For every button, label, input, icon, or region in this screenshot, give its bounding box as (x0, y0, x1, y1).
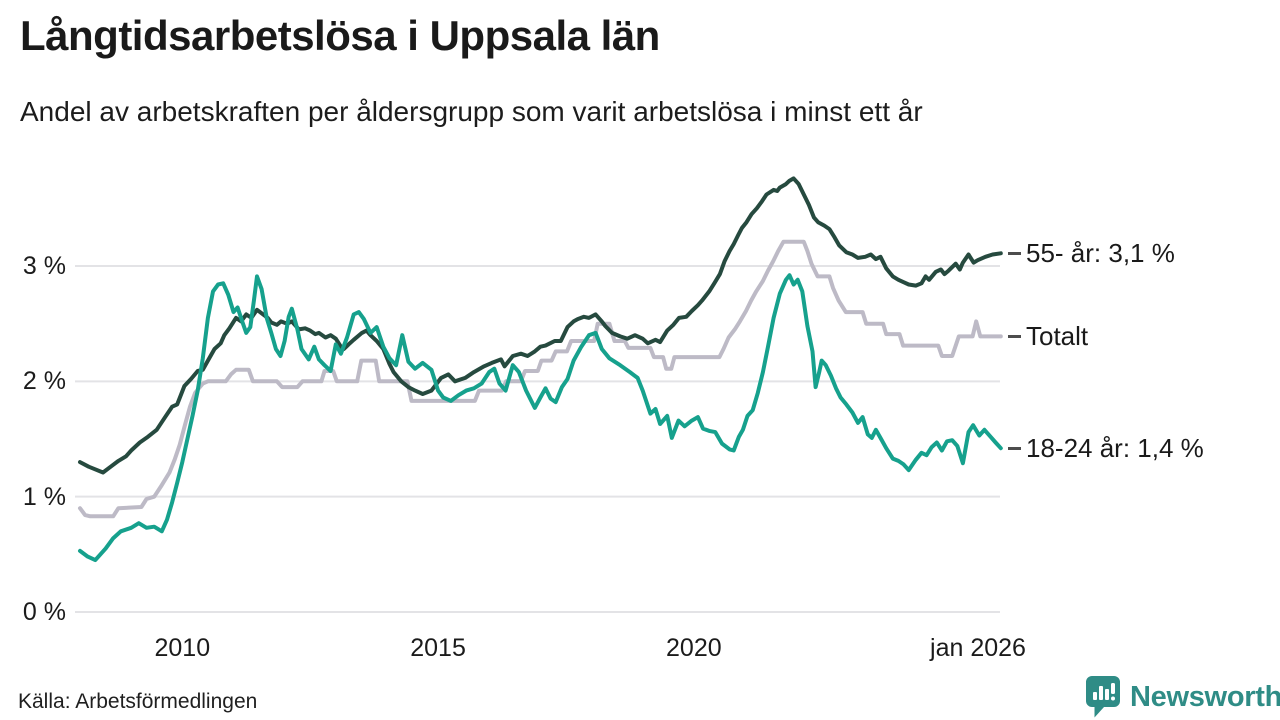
series-line-18-24-r (78, 273, 1003, 563)
series-label-55-ar: 55- år: 3,1 % (1008, 237, 1175, 269)
y-axis-tick-label: 0 % (22, 598, 66, 626)
newsworthy-logo-text: Newsworthy (1130, 680, 1280, 713)
y-axis-tick-label: 2 % (22, 367, 66, 396)
y-axis-tick-label: 1 % (22, 482, 66, 511)
x-axis-tick-label: jan 2026 (930, 634, 1026, 662)
source-note: Källa: Arbetsförmedlingen (18, 690, 258, 713)
series-line-totalt (78, 239, 1003, 519)
chart-subtitle: Andel av arbetskraften per åldersgrupp s… (20, 96, 923, 127)
x-axis-tick-label: 2020 (666, 634, 722, 662)
series-line-55-r (78, 176, 1003, 475)
series-label-18-24-ar: 18-24 år: 1,4 % (1008, 432, 1204, 464)
x-axis-tick-label: 2015 (410, 634, 466, 662)
newsworthy-logo: Newsworthy (1086, 676, 1280, 718)
newsworthy-logo-icon (1086, 676, 1120, 718)
y-axis-tick-label: 3 % (22, 252, 66, 280)
series-label-totalt: Totalt (1008, 320, 1088, 352)
page-title: Långtidsarbetslösa i Uppsala län (20, 12, 660, 59)
x-axis-tick-label: 2010 (154, 634, 211, 662)
